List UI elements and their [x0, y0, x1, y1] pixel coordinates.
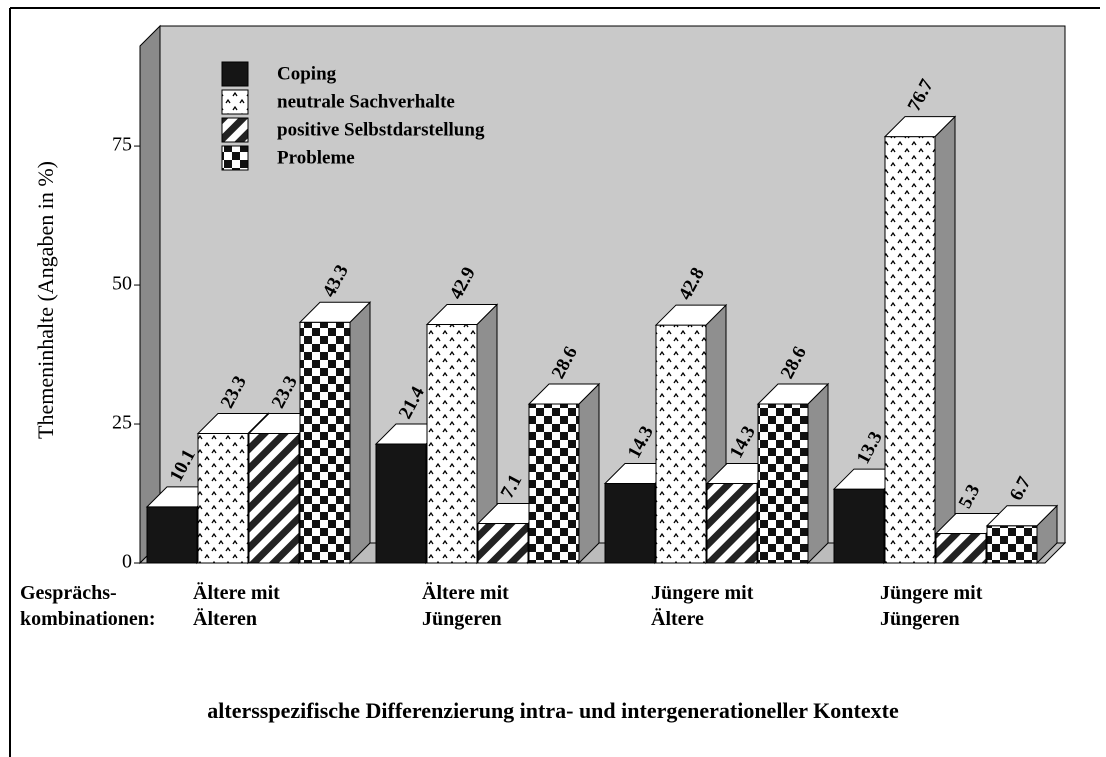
bar [935, 533, 987, 564]
y-tick-label: 25 [112, 412, 132, 434]
bar-top [985, 505, 1059, 527]
bar [604, 483, 656, 564]
bar-side [934, 115, 956, 565]
bar-side [349, 301, 371, 565]
bar [248, 432, 300, 564]
bar [426, 324, 478, 564]
x-tick-label: Jüngere mit Jüngeren [880, 582, 983, 630]
y-tick-label: 50 [112, 273, 132, 295]
bar [986, 525, 1038, 564]
bar-side [807, 382, 829, 565]
bar [706, 483, 758, 564]
bar [655, 324, 707, 564]
legend-swatch [221, 117, 249, 143]
bar-top [298, 301, 372, 323]
bar [477, 523, 529, 564]
legend-swatch [221, 61, 249, 87]
bar-top [196, 412, 270, 434]
bar [884, 136, 936, 564]
legend-swatch [221, 89, 249, 115]
legend-label: neutrale Sachverhalte [277, 91, 455, 112]
legend-label: Probleme [277, 147, 355, 168]
y-tick-label: 0 [122, 551, 132, 573]
bar [833, 488, 885, 564]
side-wall [139, 24, 161, 565]
y-axis-label: Themeninhalte (Angaben in %) [33, 161, 58, 439]
chart-title: altersspezifische Differenzierung intra-… [207, 698, 899, 723]
bar [375, 443, 427, 564]
bar-top [527, 383, 601, 405]
bar [528, 403, 580, 564]
legend-label: Coping [277, 63, 337, 84]
bar-top [425, 304, 499, 326]
bar-top [883, 116, 957, 138]
y-tick-label: 75 [112, 134, 132, 156]
x-tick-label: Ältere mit Älteren [193, 582, 280, 630]
legend-swatch [221, 145, 249, 171]
x-tick-label: Ältere mit Jüngeren [422, 582, 509, 630]
x-axis-label: Gesprächs- kombinationen: [20, 582, 156, 630]
bar [757, 403, 809, 564]
legend-label: positive Selbstdarstellung [277, 119, 485, 140]
bar [197, 432, 249, 564]
bar-top [654, 304, 728, 326]
bar-top [756, 383, 830, 405]
bar [146, 506, 198, 564]
bar-side [578, 382, 600, 565]
x-tick-label: Jüngere mit Ältere [651, 582, 754, 630]
bar [299, 321, 351, 564]
